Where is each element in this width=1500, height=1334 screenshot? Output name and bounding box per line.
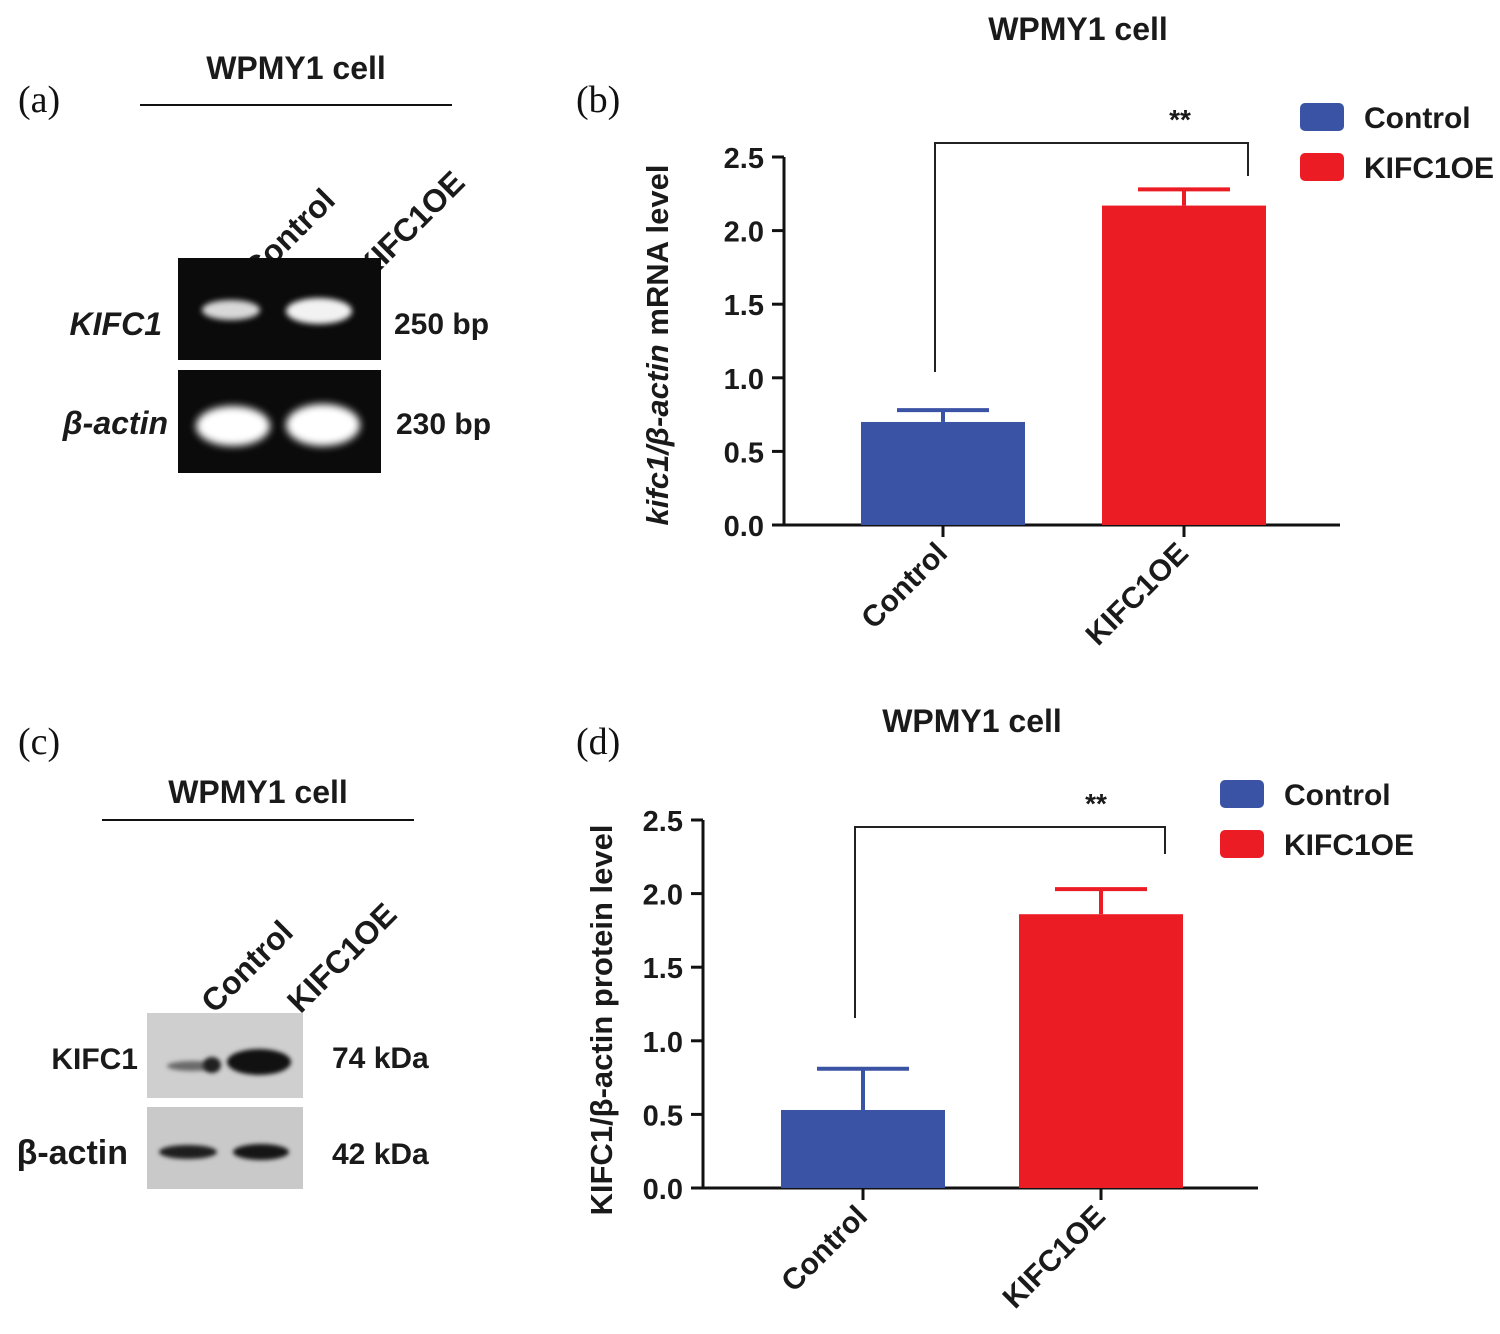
gel-band: [286, 404, 360, 446]
y-tick-label: 1.0: [643, 1027, 683, 1059]
blot-band: [203, 1057, 221, 1073]
bar-control: [781, 1109, 945, 1188]
panel-c-label: (c): [18, 721, 61, 763]
panel-a-gel-bactin: [178, 370, 381, 473]
chart-title: WPMY1 cell: [988, 11, 1168, 47]
significance-bracket: [854, 826, 1166, 1018]
legend-label-control: Control: [1284, 779, 1391, 812]
y-tick-label: 0.0: [724, 511, 764, 543]
panel-c-blot-kifc1: [147, 1013, 303, 1098]
legend-swatch-control: [1220, 780, 1264, 808]
panel-a-size-bactin: 230 bp: [396, 408, 492, 441]
legend-label-kifc1oe: KIFC1OE: [1284, 829, 1414, 862]
legend-label-control: Control: [1364, 102, 1471, 135]
significance-label: **: [1169, 104, 1191, 135]
y-tick-label: 2.5: [724, 143, 764, 175]
panel-a-title: WPMY1 cell: [206, 50, 386, 86]
bar-kifc1oe: [1102, 205, 1266, 526]
y-tick-label: 2.0: [724, 217, 764, 249]
panel-a-gel-kifc1: [178, 258, 381, 360]
panel-a-label: (a): [18, 79, 61, 121]
panel-a-title-rule: [140, 104, 452, 106]
y-axis-label-part: kifc1/β-actin: [640, 344, 675, 525]
y-axis-label-part: mRNA level: [640, 165, 675, 345]
x-tick-label: KIFC1OE: [997, 1200, 1112, 1315]
blot-band: [233, 1144, 289, 1160]
y-tick-label: 0.0: [643, 1174, 683, 1206]
panel-b-label: (b): [576, 79, 621, 121]
gel-band: [286, 298, 352, 324]
panel-c-title: WPMY1 cell: [168, 774, 348, 810]
y-tick-label: 2.0: [643, 880, 683, 912]
panel-c-size-kifc1: 74 kDa: [332, 1042, 429, 1075]
y-axis-label-part: KIFC1/β-actin protein level: [584, 825, 619, 1216]
blot-band: [159, 1145, 217, 1159]
legend-label-kifc1oe: KIFC1OE: [1364, 152, 1494, 185]
gel-band: [202, 300, 260, 320]
y-tick-label: 0.5: [724, 437, 764, 469]
y-tick-label: 1.5: [643, 953, 683, 985]
gel-band: [196, 406, 270, 446]
panel-c-size-bactin: 42 kDa: [332, 1138, 429, 1171]
y-axis-label: kifc1/β-actin mRNA level: [640, 165, 675, 526]
blot-band: [167, 1061, 217, 1071]
legend-swatch-kifc1oe: [1300, 153, 1344, 181]
y-axis-label: KIFC1/β-actin protein level: [584, 825, 619, 1216]
x-tick-label: Control: [775, 1200, 874, 1299]
panel-a-row-bactin: β-actin: [62, 405, 168, 441]
legend-swatch-kifc1oe: [1220, 830, 1264, 858]
panel-a-row-kifc1: KIFC1: [69, 306, 162, 342]
panel-c-blot-bactin: [147, 1107, 303, 1189]
significance-bracket: [934, 142, 1249, 372]
panel-c-row-bactin: β-actin: [16, 1134, 128, 1172]
y-tick-label: 1.0: [724, 364, 764, 396]
y-tick-label: 1.5: [724, 290, 764, 322]
panel-a-size-kifc1: 250 bp: [394, 308, 490, 341]
panel-c-row-kifc1: KIFC1: [51, 1043, 138, 1076]
panel-c-title-rule: [102, 819, 414, 821]
y-tick-label: 2.5: [643, 806, 683, 838]
chart-title: WPMY1 cell: [882, 703, 1062, 739]
y-tick-label: 0.5: [643, 1100, 683, 1132]
bar-kifc1oe: [1019, 914, 1183, 1188]
blot-band: [227, 1049, 291, 1075]
legend-swatch-control: [1300, 103, 1344, 131]
significance-label: **: [1085, 788, 1107, 819]
bar-control: [861, 421, 1025, 525]
panel-d-label: (d): [576, 721, 621, 763]
